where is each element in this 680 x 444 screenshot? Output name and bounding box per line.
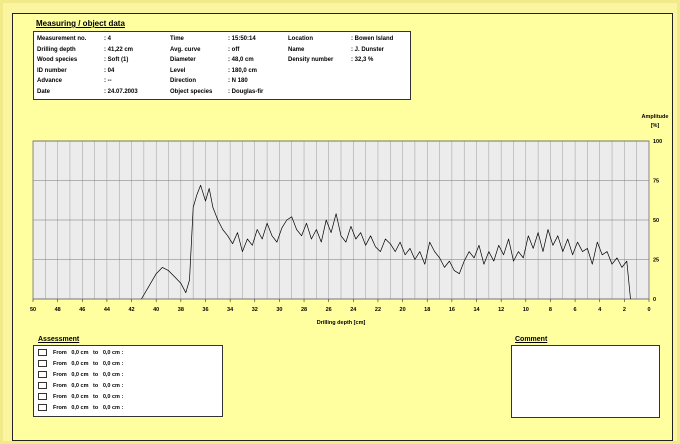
x-tick-label: 32 xyxy=(252,307,258,313)
y-tick-label: 25 xyxy=(653,258,659,264)
x-tick-label: 30 xyxy=(276,307,282,313)
info-value: : off xyxy=(228,46,240,53)
info-label: Density number xyxy=(288,57,334,63)
x-tick-label: 36 xyxy=(202,307,208,313)
info-label: Direction xyxy=(170,78,197,84)
assessment-row: From 0,0 cm to 0,0 cm : xyxy=(38,382,123,389)
x-tick-label: 14 xyxy=(473,307,480,313)
assessment-row: From 0,0 cm to 0,0 cm : xyxy=(38,349,123,356)
info-value: : 41,22 cm xyxy=(104,46,134,53)
assessment-checkbox[interactable] xyxy=(38,371,47,378)
info-label: Avg. curve xyxy=(170,46,201,53)
x-tick-label: 22 xyxy=(375,307,381,313)
x-tick-label: 6 xyxy=(574,307,577,313)
comment-title: Comment xyxy=(515,336,548,343)
info-label: Diameter xyxy=(170,57,196,63)
assessment-row-text: From 0,0 cm to 0,0 cm : xyxy=(53,360,124,367)
assessment-row: From 0,0 cm to 0,0 cm : xyxy=(38,404,123,411)
info-value: : 48,0 cm xyxy=(228,57,254,63)
comment-box[interactable] xyxy=(511,345,660,418)
assessment-row-text: From 0,0 cm to 0,0 cm : xyxy=(53,382,124,389)
assessment-row-text: From 0,0 cm to 0,0 cm : xyxy=(53,404,124,411)
y-tick-label: 0 xyxy=(653,297,656,303)
info-value: : Bowen Island xyxy=(351,36,394,42)
object-data-box: Measurement no. : 4 Drilling depth : 41,22 … xyxy=(33,31,411,100)
info-label: Level xyxy=(170,67,186,74)
info-label: Object species xyxy=(170,88,213,95)
x-tick-label: 34 xyxy=(227,307,234,313)
assessment-checkbox[interactable] xyxy=(38,360,47,367)
info-value: : 32,3 % xyxy=(351,57,374,63)
x-axis-title: Drilling depth [cm] xyxy=(317,320,366,326)
y-tick-label: 50 xyxy=(653,218,659,224)
x-tick-label: 18 xyxy=(424,307,430,313)
assessment-row: From 0,0 cm to 0,0 cm : xyxy=(38,371,123,378)
x-tick-label: 42 xyxy=(128,307,134,313)
info-label: ID number xyxy=(37,67,67,74)
x-tick-label: 16 xyxy=(449,307,455,313)
x-tick-label: 2 xyxy=(623,307,626,313)
x-tick-label: 4 xyxy=(598,307,602,313)
x-tick-label: 46 xyxy=(79,307,85,313)
info-value: : 24.07.2003 xyxy=(104,88,138,95)
info-label: Location xyxy=(288,36,313,42)
assessment-row-text: From 0,0 cm to 0,0 cm : xyxy=(53,349,124,356)
info-label: Measurement no. xyxy=(37,36,87,42)
assessment-title: Assessment xyxy=(38,336,80,343)
info-label: Drilling depth xyxy=(37,46,76,53)
x-tick-label: 20 xyxy=(400,307,406,313)
info-label: Advance xyxy=(37,78,63,84)
info-value: : Soft (1) xyxy=(104,57,129,63)
info-value: : J. Dunster xyxy=(351,46,385,53)
x-tick-label: 10 xyxy=(523,307,529,313)
assessment-checkbox[interactable] xyxy=(38,349,47,356)
info-label: Time xyxy=(170,36,184,42)
assessment-row: From 0,0 cm to 0,0 cm : xyxy=(38,360,123,367)
assessment-checkbox[interactable] xyxy=(38,382,47,389)
info-label: Name xyxy=(288,46,305,53)
section-title-measuring: Measuring / object data xyxy=(36,19,125,28)
assessment-checkbox[interactable] xyxy=(38,393,47,400)
y-axis-title: Amplitude xyxy=(642,114,669,120)
assessment-box: From 0,0 cm to 0,0 cm : From 0,0 cm to 0,… xyxy=(33,345,223,417)
x-tick-label: 40 xyxy=(153,307,159,313)
x-tick-label: 38 xyxy=(178,307,184,313)
x-tick-label: 26 xyxy=(326,307,332,313)
assessment-row-text: From 0,0 cm to 0,0 cm : xyxy=(53,393,124,400)
info-value: : N 180 xyxy=(228,78,248,84)
x-tick-label: 0 xyxy=(647,307,650,313)
x-tick-label: 48 xyxy=(55,307,61,313)
y-tick-label: 75 xyxy=(653,179,659,185)
amplitude-series-line xyxy=(141,184,631,300)
assessment-row-text: From 0,0 cm to 0,0 cm : xyxy=(53,371,124,378)
info-value: : -- xyxy=(104,78,112,84)
x-tick-label: 50 xyxy=(30,307,36,313)
x-tick-label: 24 xyxy=(350,307,357,313)
info-label: Date xyxy=(37,88,51,95)
assessment-checkbox[interactable] xyxy=(38,404,47,411)
x-tick-label: 12 xyxy=(498,307,504,313)
info-value: : 180,0 cm xyxy=(228,67,258,74)
info-value: : 15:50:14 xyxy=(228,36,256,42)
x-tick-label: 44 xyxy=(104,307,111,313)
y-tick-label: 100 xyxy=(653,139,662,145)
info-label: Wood species xyxy=(37,57,78,63)
info-value: : 4 xyxy=(104,36,112,42)
x-tick-label: 8 xyxy=(549,307,552,313)
x-tick-label: 28 xyxy=(301,307,307,313)
assessment-row: From 0,0 cm to 0,0 cm : xyxy=(38,393,123,400)
y-axis-unit: [%] xyxy=(651,123,660,129)
info-value: : 04 xyxy=(104,67,115,74)
info-value: : Douglas-fir xyxy=(228,88,264,95)
